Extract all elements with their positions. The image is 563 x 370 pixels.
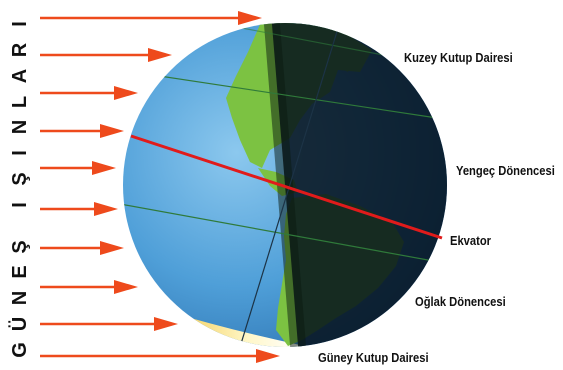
equator-line: [130, 134, 443, 240]
label-equator: Ekvator: [450, 233, 492, 248]
side-title-letter: G: [9, 342, 31, 358]
side-title-letter: N: [9, 120, 31, 135]
side-title-letter: R: [9, 42, 31, 58]
side-title-letter: I: [9, 150, 31, 156]
arrow-right-icon: [40, 86, 138, 100]
arrow-right-icon: [40, 280, 138, 294]
side-title-letter: Ş: [9, 239, 31, 254]
side-title-letter: L: [9, 95, 31, 108]
side-title-letter: E: [9, 265, 31, 280]
side-title-letter: Ü: [9, 316, 31, 332]
earth-axis: [235, 23, 344, 347]
label-arctic-circle: Kuzey Kutup Dairesi: [404, 50, 513, 65]
arrow-right-icon: [40, 11, 262, 25]
arrow-right-icon: [40, 241, 124, 255]
side-title-letter: N: [9, 291, 31, 306]
arrow-right-icon: [40, 317, 178, 331]
arrow-right-icon: [40, 202, 118, 216]
arrow-right-icon: [40, 124, 124, 138]
side-title-letter: Ş: [9, 172, 31, 186]
side-title-letter: A: [9, 68, 31, 83]
side-title-letter: I: [9, 202, 31, 208]
label-tropic-cancer: Yengeç Dönencesi: [456, 163, 555, 178]
sun-rays: [40, 11, 280, 363]
side-title-letter: I: [9, 21, 31, 27]
arrow-right-icon: [40, 48, 172, 62]
arrow-right-icon: [40, 161, 116, 175]
label-tropic-capricorn: Oğlak Dönencesi: [415, 294, 506, 309]
label-antarctic-circle: Güney Kutup Dairesi: [318, 350, 429, 365]
arrow-right-icon: [40, 349, 280, 363]
